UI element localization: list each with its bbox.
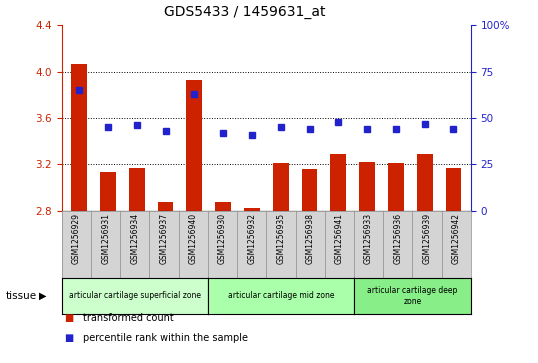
Text: GSM1256938: GSM1256938 [306, 213, 315, 264]
Bar [215, 203, 231, 211]
Text: articular cartilage superficial zone: articular cartilage superficial zone [69, 291, 201, 300]
Bar [445, 168, 462, 211]
Text: GSM1256941: GSM1256941 [335, 213, 344, 264]
Bar [186, 80, 202, 211]
Text: transformed count: transformed count [83, 313, 174, 323]
Bar [302, 169, 317, 211]
Text: ■: ■ [65, 333, 74, 343]
Text: GDS5433 / 1459631_at: GDS5433 / 1459631_at [164, 5, 325, 20]
Text: GSM1256929: GSM1256929 [72, 213, 81, 264]
Text: ▶: ▶ [39, 291, 46, 301]
Text: tissue: tissue [5, 291, 37, 301]
Text: GSM1256932: GSM1256932 [247, 213, 256, 264]
Bar [330, 154, 346, 211]
Bar [129, 168, 145, 211]
Text: GSM1256942: GSM1256942 [451, 213, 461, 264]
Text: percentile rank within the sample: percentile rank within the sample [83, 333, 249, 343]
Text: articular cartilage deep
zone: articular cartilage deep zone [367, 286, 457, 306]
Text: articular cartilage mid zone: articular cartilage mid zone [228, 291, 334, 300]
Bar [359, 162, 375, 211]
Text: GSM1256934: GSM1256934 [130, 213, 139, 264]
Bar [100, 172, 116, 211]
Bar [244, 208, 260, 211]
Bar [273, 163, 288, 211]
Bar [158, 203, 173, 211]
Text: GSM1256936: GSM1256936 [393, 213, 402, 264]
Text: GSM1256937: GSM1256937 [160, 213, 168, 264]
Text: GSM1256940: GSM1256940 [189, 213, 198, 264]
Text: GSM1256933: GSM1256933 [364, 213, 373, 264]
Text: GSM1256939: GSM1256939 [422, 213, 431, 264]
Text: GSM1256930: GSM1256930 [218, 213, 227, 264]
Text: GSM1256935: GSM1256935 [277, 213, 286, 264]
Bar [388, 163, 404, 211]
Bar [417, 154, 433, 211]
Text: ■: ■ [65, 313, 74, 323]
Text: GSM1256931: GSM1256931 [101, 213, 110, 264]
Bar [71, 64, 87, 211]
